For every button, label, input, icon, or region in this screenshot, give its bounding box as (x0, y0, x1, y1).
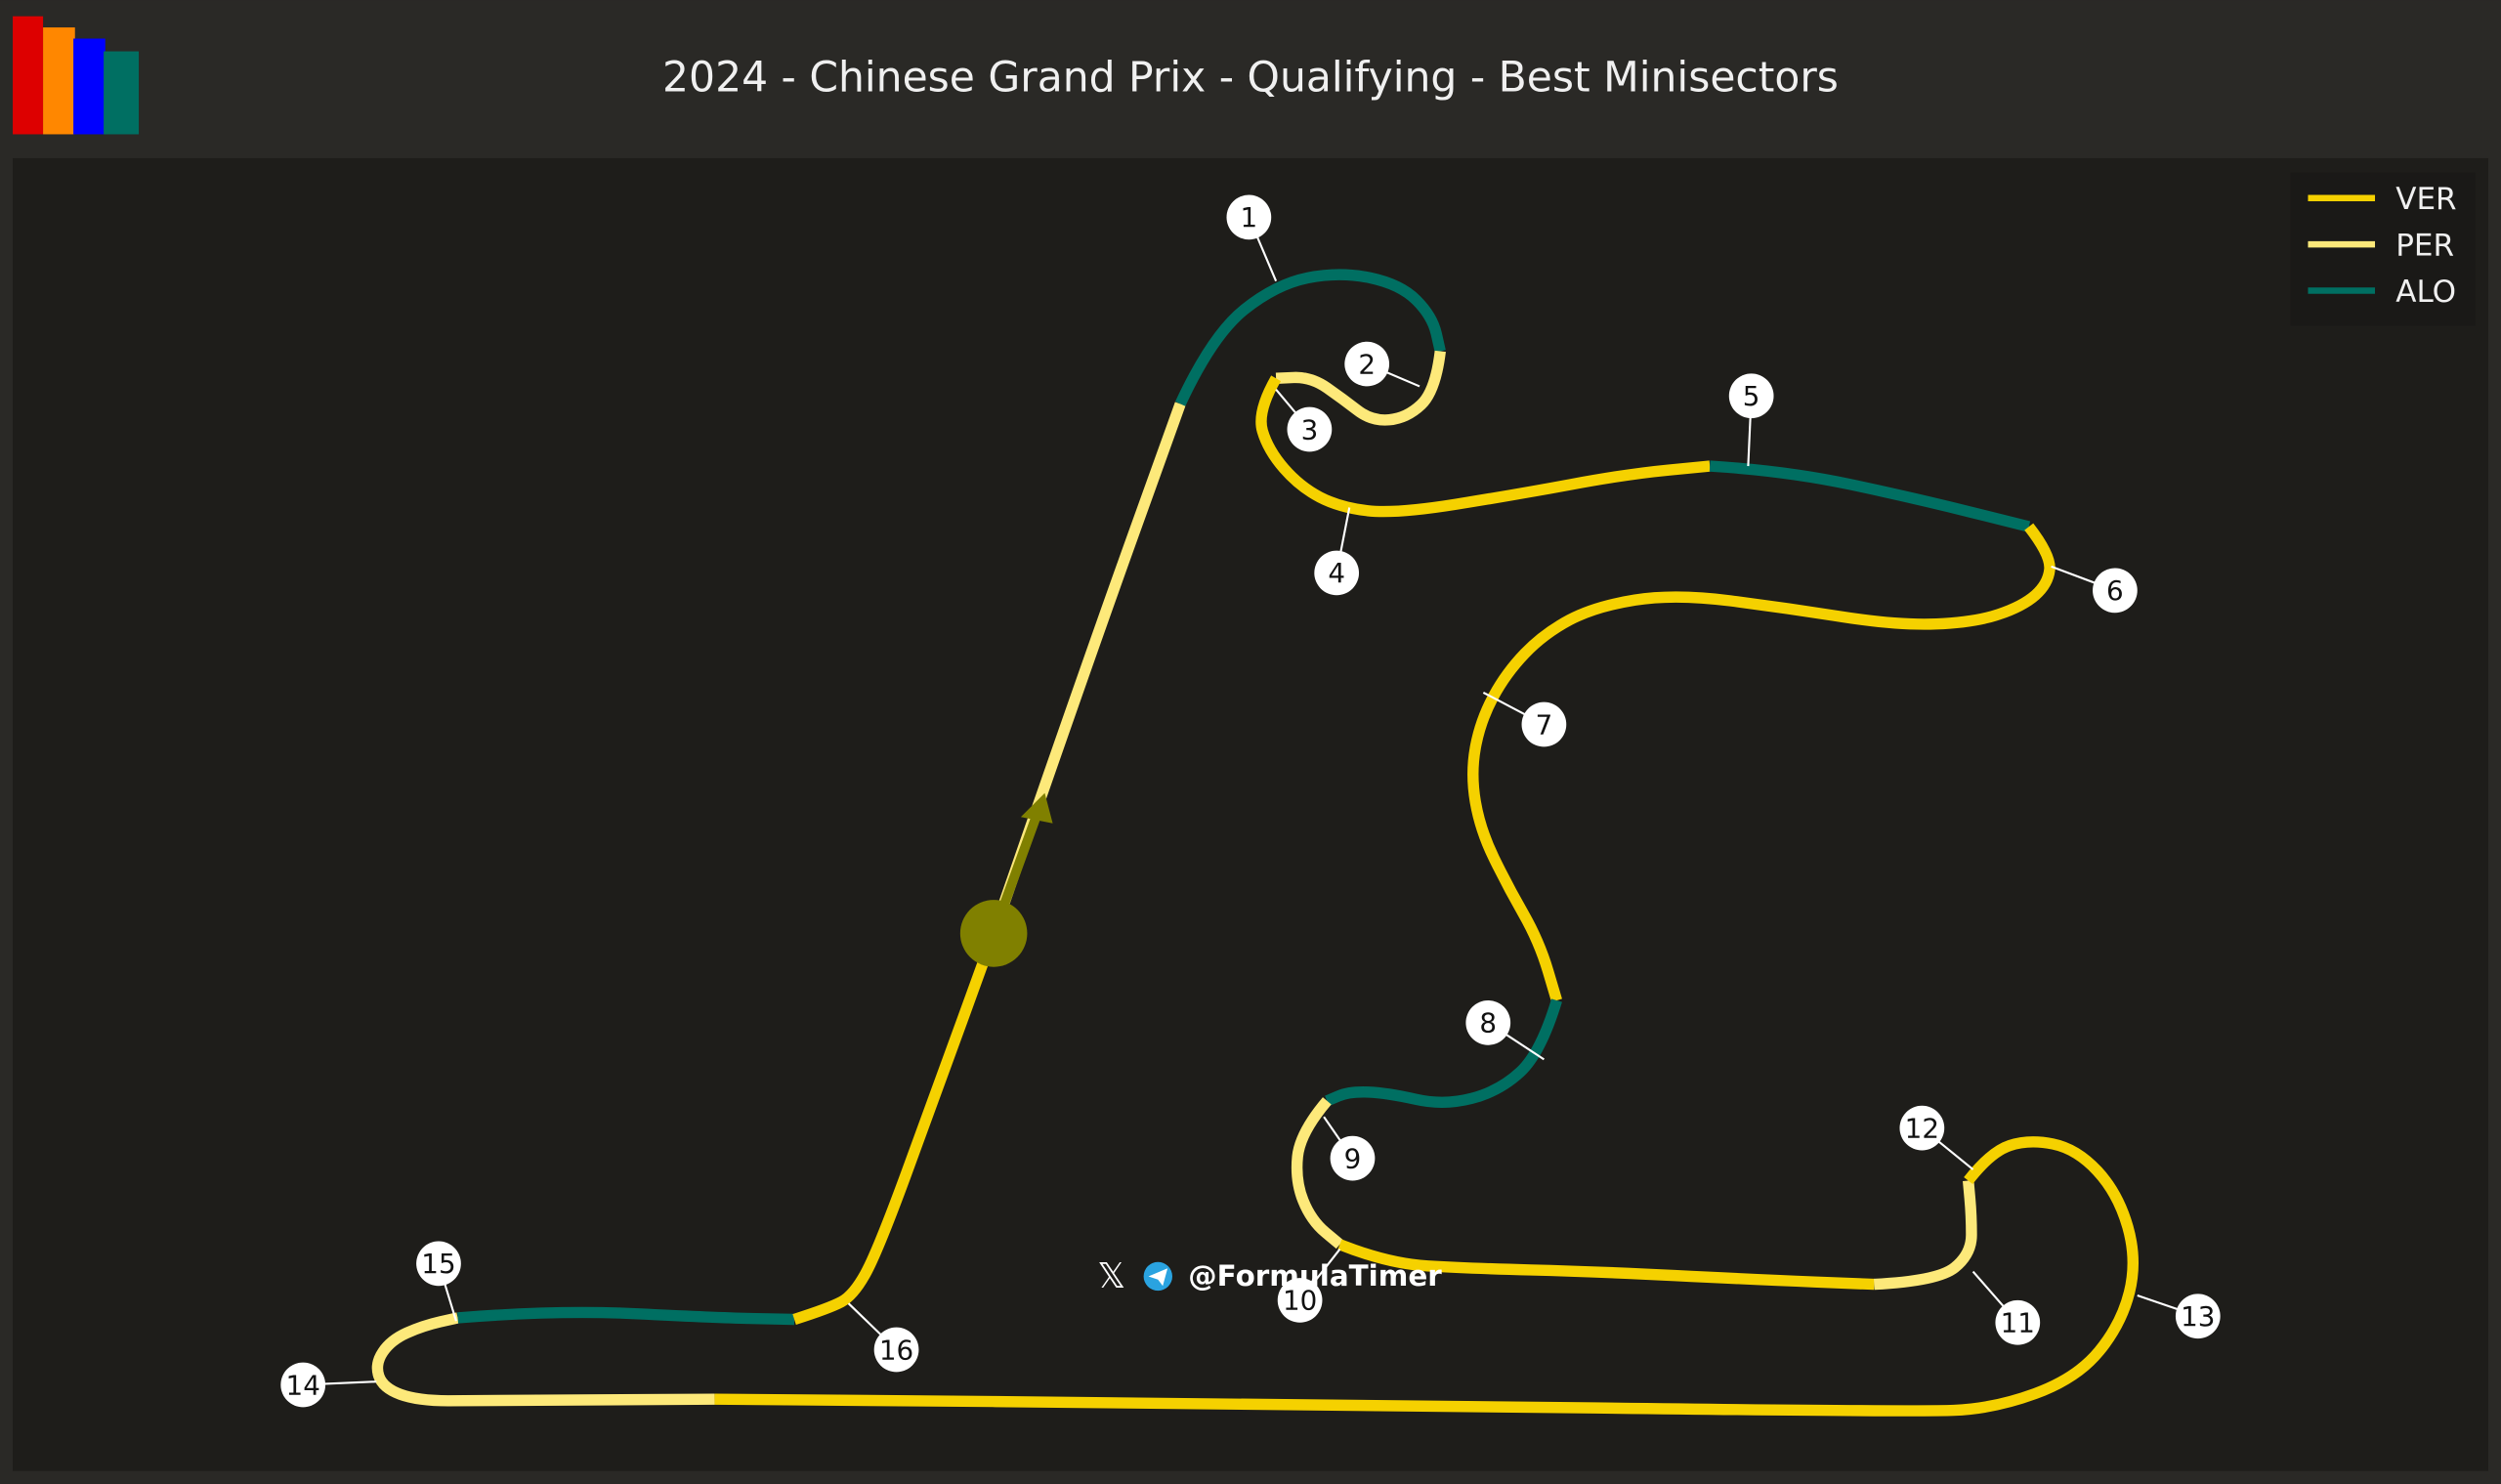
corner-label: 5 (1743, 380, 1760, 412)
minisector-ver (1255, 375, 1711, 518)
corner-marker (1521, 701, 1567, 747)
corner-marker (1330, 1135, 1376, 1181)
logo-bar (13, 16, 44, 135)
minisector-ver (714, 1136, 2140, 1417)
telegram-plane-glyph (1148, 1268, 1168, 1287)
corner-marker (1899, 1105, 1945, 1151)
corner-label: 4 (1328, 557, 1345, 589)
minisector-per (1275, 350, 1446, 426)
corner-marker (280, 1362, 326, 1408)
corner-label: 13 (2181, 1300, 2215, 1333)
corner-label: 7 (1536, 708, 1553, 741)
start-finish-marker (959, 900, 1028, 967)
minisector-alo (1174, 269, 1446, 406)
minisector-per (1291, 1097, 1344, 1250)
start-marker (959, 792, 1053, 967)
logo (13, 16, 140, 135)
corner-label: 11 (2001, 1307, 2035, 1339)
corner-label: 15 (421, 1248, 455, 1280)
minisector-alo (1325, 998, 1562, 1108)
corner-label: 8 (1479, 1007, 1497, 1039)
logo-bar (43, 27, 75, 135)
minisector-ver (792, 931, 999, 1325)
minisector-ver (1337, 1239, 1875, 1291)
minisector-per (1874, 1179, 1977, 1291)
corner-marker (1728, 373, 1774, 419)
corner-marker (416, 1241, 461, 1287)
corner-marker (2093, 568, 2138, 614)
corner-label: 12 (1905, 1112, 1939, 1144)
chart-title: 2024 - Chinese Grand Prix - Qualifying -… (662, 54, 1839, 102)
logo-bar (73, 38, 106, 135)
watermark-handle: @FormulaTimer (1188, 1259, 1442, 1293)
corner-label: 2 (1358, 348, 1376, 380)
corner-marker (1287, 406, 1333, 452)
legend: VER PER ALO (2290, 172, 2476, 326)
corner-marker (1465, 999, 1511, 1045)
corner-label: 1 (1241, 201, 1258, 233)
corner-label: 3 (1301, 413, 1319, 445)
legend-label-alo: ALO (2395, 275, 2456, 310)
corner-marker (1226, 194, 1272, 240)
corner-marker (1344, 341, 1390, 387)
corner-label: 14 (286, 1369, 320, 1401)
legend-label-per: PER (2395, 229, 2454, 264)
corner-label: 16 (879, 1334, 913, 1366)
corner-label: 10 (1283, 1285, 1317, 1317)
corner-label: 9 (1344, 1142, 1362, 1174)
corner-marker (1314, 550, 1360, 596)
watermark: 𝕏 @FormulaTimer (1097, 1256, 1442, 1296)
corner-marker (1277, 1278, 1323, 1323)
corner-marker (1995, 1299, 2041, 1345)
corner-marker (873, 1327, 919, 1373)
minisector-alo (1709, 460, 2031, 532)
minisector-ver (1467, 523, 2056, 1002)
corner-marker (2175, 1293, 2221, 1339)
minisector-per (371, 1312, 715, 1407)
corner-label: 6 (2106, 574, 2124, 607)
legend-label-ver: VER (2395, 182, 2456, 217)
direction-arrow-head (1020, 792, 1053, 824)
x-icon: 𝕏 (1097, 1256, 1125, 1296)
logo-bar (104, 51, 140, 135)
minisector-alo (457, 1306, 795, 1326)
